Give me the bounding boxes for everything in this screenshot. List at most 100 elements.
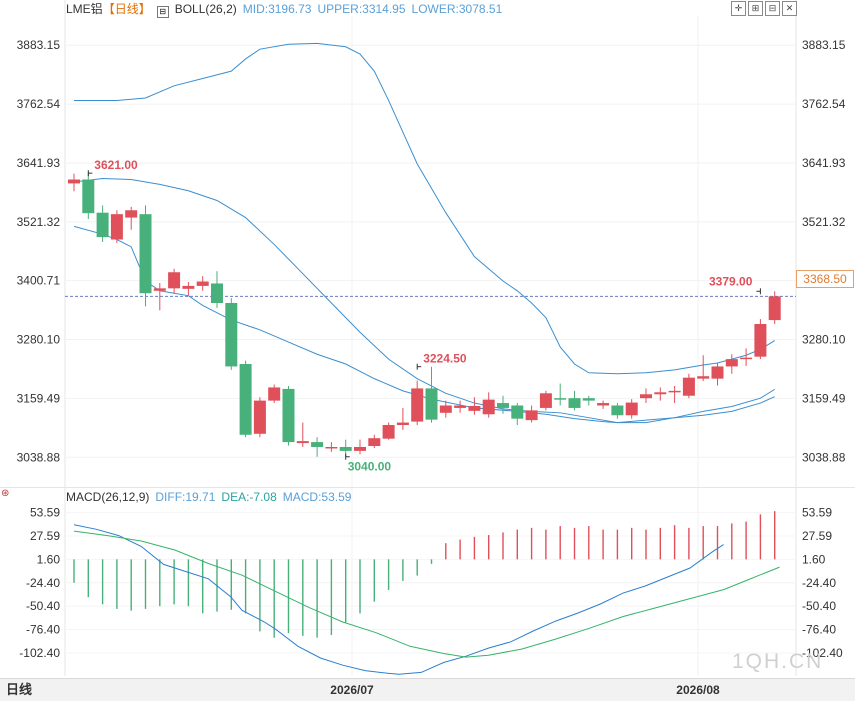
crosshair-icon[interactable]: ✛: [731, 1, 746, 16]
candle-body: [96, 212, 109, 238]
candle-body: [625, 402, 638, 416]
y-tick-label: 3762.54: [17, 97, 61, 111]
boll-toggle-icon[interactable]: ⊟: [156, 6, 169, 18]
price-annotation: 3379.00: [709, 274, 753, 288]
macd-legend: MACD(26,12,9) DIFF:19.71 DEA:-7.08 MACD:53.…: [66, 489, 357, 505]
macd-tick-label-right: -76.40: [802, 623, 836, 637]
candle-body: [454, 405, 467, 408]
period-label: 【日线】: [102, 2, 151, 16]
candle-body: [539, 393, 552, 408]
macd-diff: DIFF:19.71: [155, 490, 216, 504]
candle-body: [139, 214, 152, 294]
y-tick-label: 3038.88: [17, 450, 61, 464]
zoom-out-icon[interactable]: ⊟: [765, 1, 780, 16]
y-tick-label-right: 3038.88: [802, 450, 846, 464]
zoom-in-icon[interactable]: ⊞: [748, 1, 763, 16]
macd-name: MACD(26,12,9): [66, 490, 150, 504]
candle-body: [153, 288, 166, 291]
candle-body: [668, 390, 681, 393]
candle-body: [182, 285, 195, 289]
macd-dea: DEA:-7.08: [221, 490, 277, 504]
candle-body: [468, 405, 481, 411]
macd-tick-label-right: -50.40: [802, 599, 836, 613]
macd-tick-label-right: -102.40: [802, 646, 843, 660]
close-icon[interactable]: ✕: [782, 1, 797, 16]
candle-body: [253, 400, 266, 434]
candle-body: [196, 281, 209, 286]
candle-body: [311, 442, 324, 447]
macd-dea-line: [73, 530, 780, 658]
date-label: 2026/07: [330, 683, 374, 697]
candle-body: [697, 376, 710, 379]
candle-body: [68, 179, 80, 184]
price-annotation: 3621.00: [94, 158, 138, 172]
price-annotation: 3040.00: [348, 460, 392, 474]
period-button[interactable]: 日线: [6, 682, 33, 697]
candle-body: [296, 441, 309, 444]
y-tick-label-right: 3762.54: [802, 97, 846, 111]
macd-tick-label-right: 1.60: [802, 552, 826, 566]
candle-body: [682, 377, 695, 396]
candle-body: [568, 398, 581, 408]
candle-body: [239, 364, 252, 435]
candle-body: [582, 398, 595, 401]
kline-legend: LME铝【日线】 ⊟ BOLL(26,2) MID:3196.73 UPPER:3314…: [66, 1, 508, 18]
macd-tick-label: -50.40: [26, 599, 60, 613]
macd-tick-label: -24.40: [26, 576, 60, 590]
y-tick-label-right: 3641.93: [802, 156, 846, 170]
boll-upper: UPPER:3314.95: [317, 2, 406, 16]
candle-body: [725, 359, 738, 367]
candle-body: [768, 296, 781, 321]
candle-body: [110, 214, 123, 240]
candle-body: [597, 403, 610, 406]
chart-toolbar: ✛ ⊞ ⊟ ✕: [731, 1, 797, 16]
candle-body: [482, 399, 495, 415]
candle-body: [282, 388, 295, 443]
candle-body: [368, 438, 381, 447]
y-tick-label-right: 3280.10: [802, 333, 846, 347]
candle-body: [554, 398, 567, 400]
macd-diff-line: [73, 524, 724, 675]
boll-name: BOLL(26,2): [174, 2, 237, 16]
y-tick-label: 3521.32: [17, 215, 61, 229]
candle-body: [511, 405, 524, 419]
candle-body: [439, 405, 452, 413]
candle-body: [411, 388, 424, 422]
y-tick-label: 3159.49: [17, 391, 61, 405]
y-tick-label: 3883.15: [17, 38, 61, 52]
candle-body: [211, 283, 223, 303]
macd-tick-label: 1.60: [37, 552, 61, 566]
candle-body: [425, 388, 438, 420]
watermark: 1QH.CN: [732, 650, 824, 673]
price-annotation: 3224.50: [423, 352, 467, 366]
candle-body: [396, 422, 409, 426]
macd-tick-label: -102.40: [19, 646, 60, 660]
y-tick-label-right: 3883.15: [802, 38, 846, 52]
date-label: 2026/08: [676, 683, 720, 697]
last-price-tag: 3368.50: [796, 270, 854, 288]
y-tick-label-right: 3521.32: [802, 215, 846, 229]
boll-mid-line: [73, 225, 775, 424]
candle-body: [125, 210, 138, 218]
symbol-name: LME铝: [66, 2, 103, 16]
candle-body: [225, 302, 238, 367]
candle-body: [711, 366, 724, 379]
y-tick-label: 3641.93: [17, 156, 61, 170]
candle-body: [640, 394, 652, 399]
boll-mid: MID:3196.73: [242, 2, 312, 16]
macd-tick-label-right: -24.40: [802, 576, 836, 590]
macd-tick-label-right: 27.59: [802, 529, 832, 543]
candle-body: [754, 323, 767, 357]
boll-lower-line: [73, 178, 775, 424]
macd-tick-label-right: 53.59: [802, 506, 832, 520]
candle-body: [497, 403, 509, 408]
indicator-settings-icon[interactable]: ⊛: [1, 488, 10, 499]
candle-body: [654, 392, 667, 395]
candle-body: [268, 387, 281, 401]
boll-lower: LOWER:3078.51: [411, 2, 503, 16]
pane-divider: [0, 487, 855, 488]
candle-body: [82, 179, 95, 214]
candle-body: [382, 425, 395, 439]
candle-body: [354, 446, 366, 451]
